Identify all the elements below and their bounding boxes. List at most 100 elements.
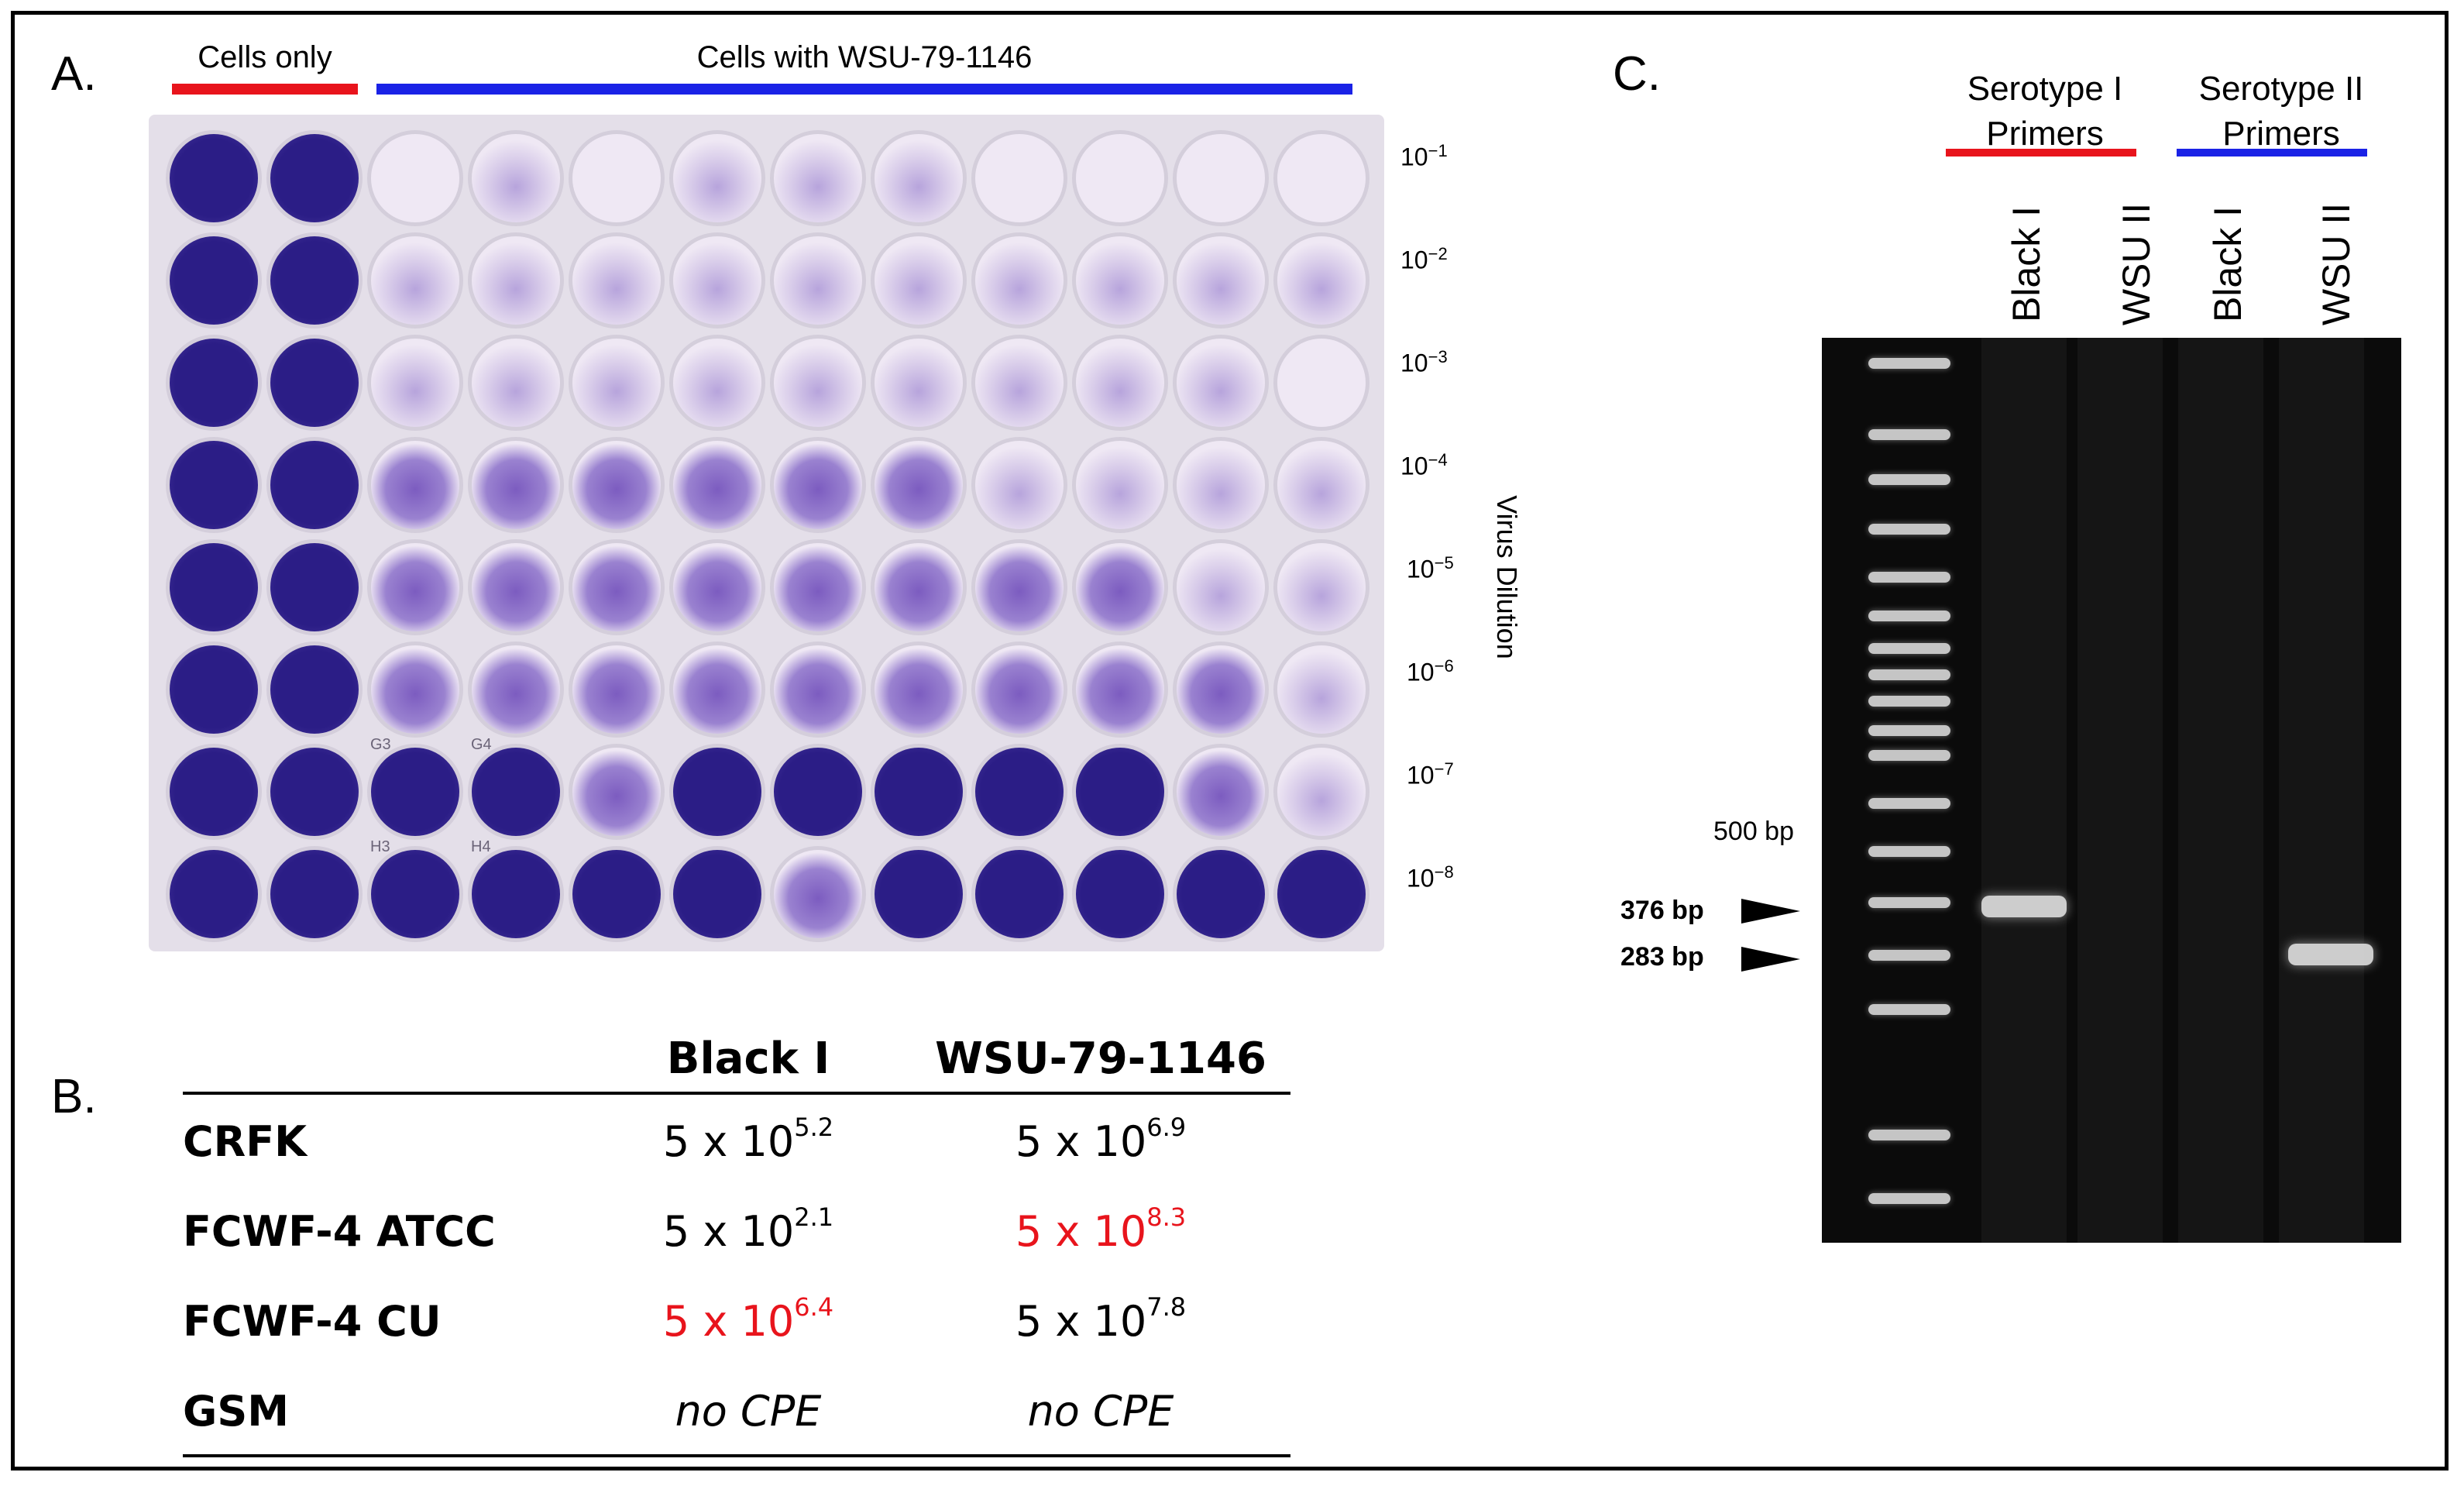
plate-well — [569, 539, 665, 635]
plate-well — [871, 232, 967, 329]
plate-well — [971, 846, 1067, 942]
ladder-band — [1868, 1193, 1950, 1204]
plate-well — [367, 539, 463, 635]
plate-well — [1072, 846, 1168, 942]
row-header: CRFK — [183, 1116, 307, 1166]
plate-well — [971, 642, 1067, 738]
plate-well — [367, 846, 463, 942]
dilution-label: 10−4 — [1400, 450, 1448, 480]
ladder-band — [1868, 798, 1950, 809]
column-header-black-i: Black I — [666, 1034, 830, 1084]
well-index-label: H3 — [370, 838, 390, 855]
dilution-label: 10−8 — [1407, 862, 1454, 893]
arrow-376bp-icon — [1741, 899, 1800, 924]
titer-cell: no CPE — [675, 1386, 822, 1436]
ladder-band — [1868, 524, 1950, 535]
plate-well — [367, 232, 463, 329]
plate-well — [367, 744, 463, 840]
plate-well — [367, 130, 463, 226]
table-corner-cell — [183, 1024, 586, 1093]
serotype-i-primers-title: Serotype I Primers — [1967, 70, 2123, 153]
plate-well — [166, 846, 262, 942]
panel-c-label: C. — [1613, 47, 1661, 101]
ladder-band — [1868, 1130, 1950, 1140]
row-header: FCWF-4 ATCC — [183, 1206, 496, 1256]
plate-well — [266, 744, 363, 840]
plate-well — [669, 846, 765, 942]
plate-well — [166, 437, 262, 533]
plate-well — [770, 232, 866, 329]
gel-lane — [2178, 338, 2263, 1243]
plate-well — [569, 335, 665, 431]
plate-well — [468, 642, 564, 738]
plate-well — [468, 846, 564, 942]
plate-well — [367, 437, 463, 533]
ladder-band — [1868, 572, 1950, 583]
plate-well — [1072, 539, 1168, 635]
pcr-product-band — [1981, 896, 2067, 917]
plate-well — [871, 846, 967, 942]
plate-well — [1173, 744, 1269, 840]
plate-well — [770, 846, 866, 942]
plate-well — [770, 130, 866, 226]
lane-label-black-i-1: Black I — [2005, 205, 2048, 323]
plate-well — [1072, 642, 1168, 738]
plate-well — [367, 642, 463, 738]
plate-well — [166, 642, 262, 738]
plate-well — [669, 335, 765, 431]
panel-a-label: A. — [51, 47, 97, 101]
plate-well — [166, 130, 262, 226]
plate-well — [1072, 130, 1168, 226]
ladder-band — [1868, 725, 1950, 736]
arrow-283bp-icon — [1741, 947, 1800, 972]
plate-well — [569, 642, 665, 738]
plate-well — [1072, 232, 1168, 329]
lane-label-wsu-ii-2: WSU II — [2315, 202, 2358, 326]
plate-well — [669, 744, 765, 840]
plate-well — [266, 642, 363, 738]
well-index-label: H4 — [471, 838, 491, 855]
row-header: GSM — [183, 1386, 289, 1436]
titer-cell: 5 x 106.4 — [662, 1292, 834, 1346]
panel-b-label: B. — [51, 1070, 97, 1123]
plate-well — [770, 539, 866, 635]
plate-well — [1173, 130, 1269, 226]
plate-well — [1173, 846, 1269, 942]
serotype-i-bar — [1946, 149, 2136, 157]
plate-well — [569, 437, 665, 533]
titer-cell: 5 x 108.3 — [1015, 1202, 1187, 1256]
ladder-band — [1868, 643, 1950, 654]
dilution-label: 10−5 — [1407, 553, 1454, 583]
dilution-label: 10−6 — [1407, 656, 1454, 686]
plate-well — [569, 232, 665, 329]
plate-well — [669, 642, 765, 738]
serotype-ii-primers-title: Serotype II Primers — [2198, 70, 2364, 153]
plate-well — [770, 437, 866, 533]
plate-well — [669, 232, 765, 329]
plate-well — [1273, 846, 1369, 942]
plate-well — [166, 539, 262, 635]
plate-well — [669, 437, 765, 533]
cells-only-header: Cells only — [198, 40, 332, 74]
gel-lane — [1981, 338, 2067, 1243]
dilution-label: 10−7 — [1407, 759, 1454, 789]
dilution-label: 10−2 — [1400, 244, 1448, 274]
plate-well — [166, 232, 262, 329]
plate-well — [871, 539, 967, 635]
plate-well — [266, 437, 363, 533]
marker-500bp-label: 500 bp — [1713, 817, 1794, 846]
plate-well — [971, 335, 1067, 431]
plate-well — [266, 335, 363, 431]
ladder-band — [1868, 846, 1950, 857]
well-index-label: G3 — [370, 736, 391, 753]
plate-well — [1273, 642, 1369, 738]
plate-well — [166, 335, 262, 431]
marker-283bp-label: 283 bp — [1620, 942, 1704, 972]
virus-dilution-axis-label: Virus Dilution — [1491, 495, 1523, 659]
plate-well — [1273, 539, 1369, 635]
96-well-plate: G3 G4 H3 H4 — [149, 115, 1384, 951]
plate-well — [971, 130, 1067, 226]
column-header-wsu: WSU-79-1146 — [935, 1034, 1266, 1084]
plate-well — [166, 744, 262, 840]
plate-well — [1173, 539, 1269, 635]
